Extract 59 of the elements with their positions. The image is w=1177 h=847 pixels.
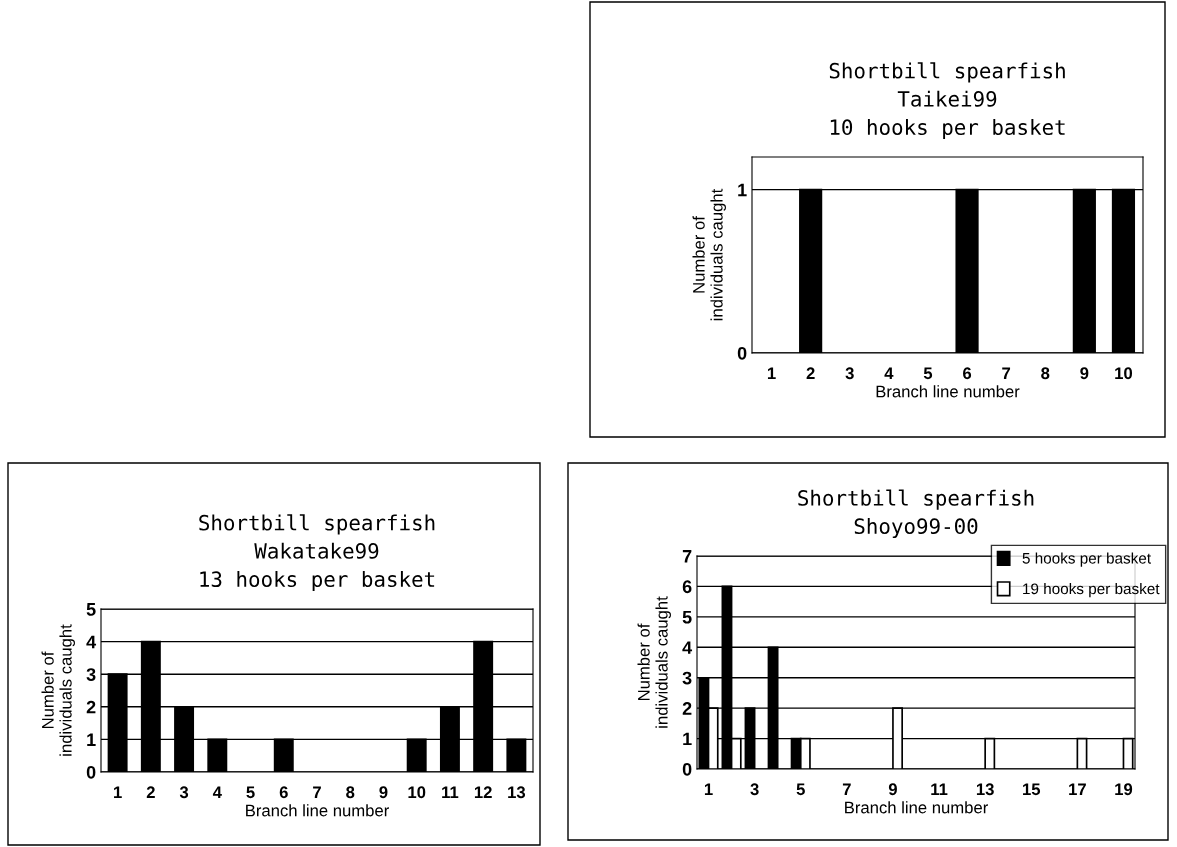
x-tick-label: 10 [1115,367,1133,380]
x-tick-label: 4 [884,367,894,379]
x-tick-label: 19 [1115,783,1133,796]
x-tick-label: 5 [923,367,933,380]
x-tick-label: 6 [963,367,972,380]
chart-title: Shortbill spearfish Wakatake99 13 hooks per basket [199,514,435,592]
y-tick-label: 1 [87,733,96,746]
x-tick-label: 2 [806,367,815,379]
legend-label: 5 hooks per basket [1022,552,1151,567]
x-tick-label: 11 [931,783,948,795]
x-tick-label: 2 [146,786,155,798]
x-tick-label: 1 [704,783,713,795]
x-axis-title: Branch line number [845,801,988,814]
y-tick-label: 6 [682,580,692,594]
x-tick-label: 7 [842,783,851,795]
legend-label: 19 hooks per basket [1023,582,1160,598]
x-tick-label: 15 [1023,783,1041,796]
x-tick-label: 8 [346,786,355,799]
x-tick-label: 7 [1002,367,1011,379]
x-tick-label: 5 [246,786,255,799]
y-tick-label: 3 [682,671,692,685]
x-tick-label: 10 [408,786,426,799]
y-axis-title: Number of individuals caught [637,596,671,728]
x-tick-label: 1 [114,786,122,798]
x-tick-label: 9 [888,783,897,796]
x-tick-label: 7 [313,786,321,798]
x-tick-label: 5 [796,783,805,796]
y-tick-label: 2 [682,702,692,715]
y-tick-label: 0 [86,765,96,779]
x-axis-title: Branch line number [876,385,1020,398]
y-axis-title: Number of individuals caught [692,188,726,321]
x-tick-label: 9 [1080,367,1089,380]
x-tick-label: 11 [442,786,459,798]
x-tick-label: 17 [1069,783,1086,795]
y-tick-label: 0 [737,346,747,360]
x-tick-label: 12 [474,786,492,798]
y-tick-label: 3 [86,668,96,681]
x-tick-label: 13 [976,783,994,796]
x-tick-label: 9 [379,786,388,799]
y-tick-label: 4 [682,641,693,654]
y-tick-label: 5 [86,603,96,616]
y-tick-label: 2 [86,700,96,714]
x-tick-label: 3 [845,367,854,380]
y-tick-label: 1 [683,732,692,746]
x-tick-label: 3 [750,783,759,796]
y-tick-label: 7 [682,550,692,563]
x-tick-label: 4 [212,786,222,798]
y-tick-label: 5 [682,610,692,624]
x-tick-label: 6 [279,786,288,799]
chart-title: Shortbill spearfish Taikei99 10 hooks per basket [829,62,1065,140]
chart-title: Shortbill spearfish Shoyo99-00 [798,489,1034,539]
x-tick-label: 8 [1041,367,1050,380]
y-tick-label: 4 [86,635,97,649]
x-tick-label: 3 [179,786,189,799]
y-axis-title: Number of individuals caught [41,624,75,756]
x-axis-title: Branch line number [246,804,389,817]
x-tick-label: 13 [508,786,526,799]
x-tick-label: 1 [767,367,776,379]
y-tick-label: 0 [682,762,692,776]
